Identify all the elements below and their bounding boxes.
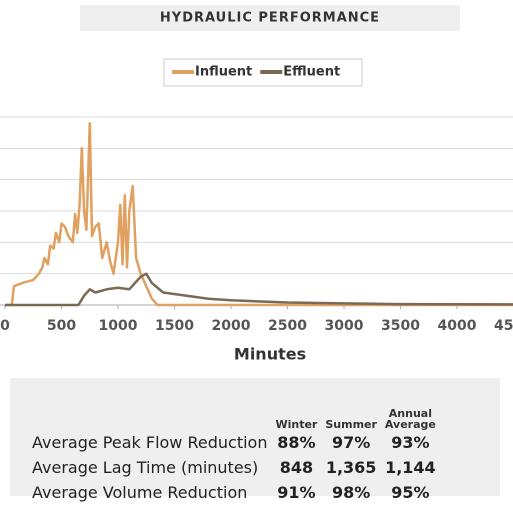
- legend-label: Influent: [195, 65, 252, 80]
- table: Winter Summer Annual Average Average Pea…: [28, 388, 440, 505]
- table-value: 88%: [277, 433, 316, 452]
- table-value: 91%: [277, 483, 316, 502]
- title-bar: [80, 5, 460, 31]
- table-value: 95%: [391, 483, 430, 502]
- series-line: [5, 272, 513, 307]
- column-header: Winter: [275, 418, 318, 431]
- x-tick-label: 2000: [212, 318, 251, 334]
- x-tick-label: 1500: [155, 318, 194, 334]
- x-tick-label: 1000: [99, 318, 138, 334]
- chart: HYDRAULIC PERFORMANCE Minutes 0123456050…: [0, 5, 513, 364]
- row-label: Average Lag Time (minutes): [32, 458, 259, 477]
- summary-table: Winter Summer Annual Average Average Pea…: [10, 378, 500, 502]
- x-tick-label: 0: [0, 318, 10, 334]
- x-tick-label: 3000: [325, 318, 364, 334]
- x-tick-label: 2500: [268, 318, 307, 334]
- table-value: 848: [279, 458, 314, 477]
- chart-title: HYDRAULIC PERFORMANCE: [160, 11, 380, 26]
- x-tick-label: 4500: [494, 318, 513, 334]
- row-label: Average Volume Reduction: [32, 483, 248, 502]
- table-value: 93%: [391, 433, 430, 452]
- legend-label: Effluent: [283, 65, 340, 80]
- x-axis-label: Minutes: [234, 345, 306, 364]
- table-value: 97%: [331, 433, 371, 452]
- column-header: Summer: [325, 418, 377, 431]
- x-tick-label: 3500: [381, 318, 420, 334]
- table-row: Average Volume Reduction 91% 98% 95%: [28, 480, 440, 505]
- column-header: Annual Average: [384, 407, 436, 431]
- table-value: 1,144: [385, 458, 436, 477]
- table-row: Average Lag Time (minutes) 848 1,365 1,144: [28, 455, 440, 480]
- series-line: [5, 122, 513, 307]
- row-label: Average Peak Flow Reduction: [32, 433, 268, 452]
- x-tick-label: 4000: [438, 318, 477, 334]
- table-value: 1,365: [325, 458, 377, 477]
- table-row: Average Peak Flow Reduction 88% 97% 93%: [28, 430, 440, 455]
- table-value: 98%: [331, 483, 371, 502]
- x-tick-label: 500: [47, 318, 76, 334]
